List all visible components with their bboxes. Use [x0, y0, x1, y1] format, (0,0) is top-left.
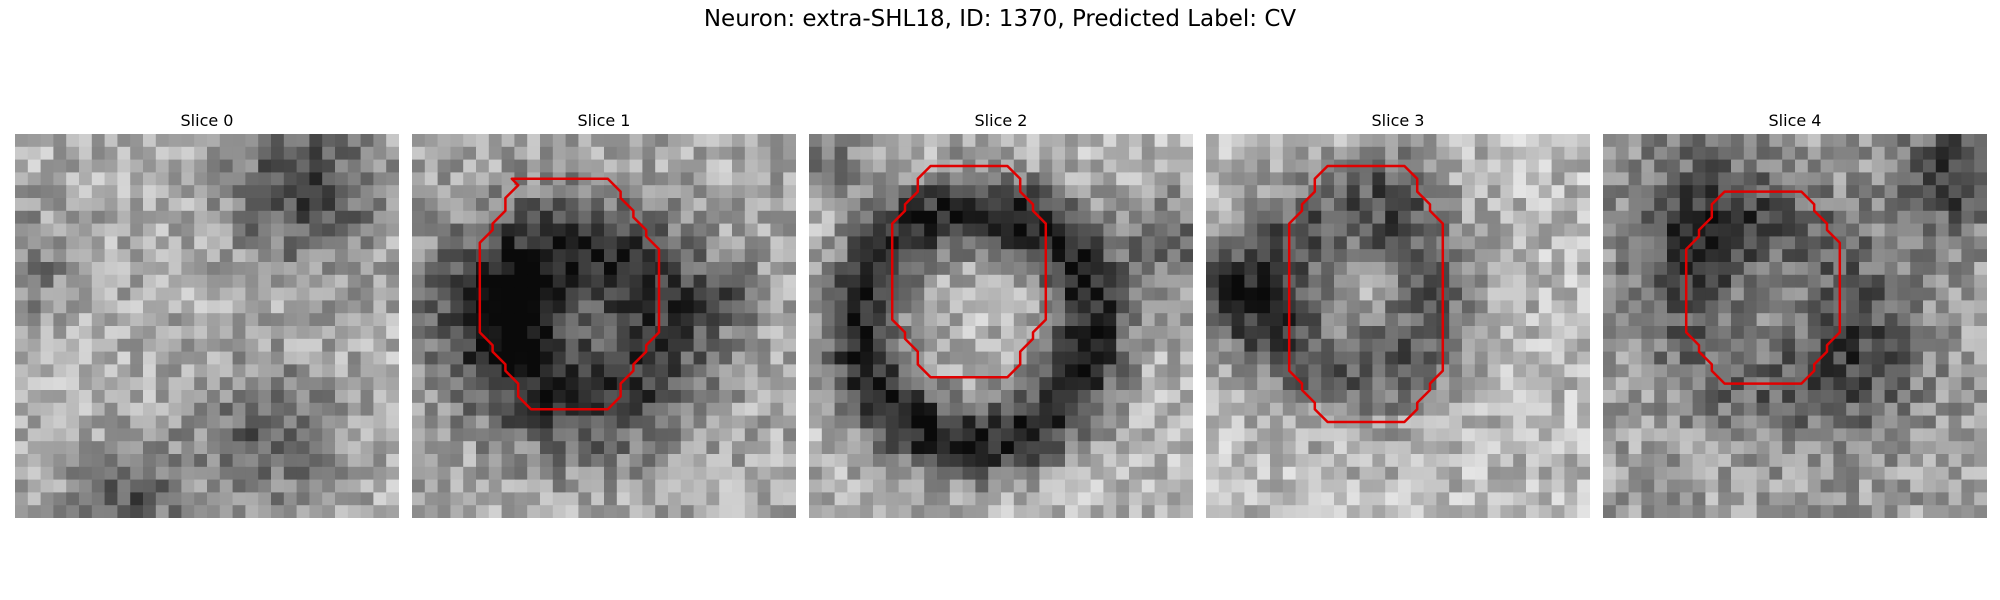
slice-image-0	[15, 134, 399, 518]
neuron-outline	[890, 164, 1048, 379]
slice-title-3: Slice 3	[1371, 111, 1425, 130]
slice-panel-1: Slice 1	[412, 108, 796, 518]
neuron-outline	[1287, 164, 1445, 424]
slice-title-4: Slice 4	[1768, 111, 1822, 130]
slice-panel-4: Slice 4	[1603, 108, 1987, 518]
neuron-outline	[478, 177, 661, 411]
pixel-grid	[15, 134, 399, 518]
pixel-grid	[412, 134, 796, 518]
slice-title-2: Slice 2	[974, 111, 1028, 130]
pixel-grid	[1206, 134, 1590, 518]
slice-panel-2: Slice 2	[809, 108, 1193, 518]
figure-title: Neuron: extra-SHL18, ID: 1370, Predicted…	[703, 6, 1297, 32]
slice-image-3	[1206, 134, 1590, 518]
slice-image-1	[412, 134, 796, 518]
neuron-outline	[1684, 190, 1842, 385]
slice-image-2	[809, 134, 1193, 518]
slice-title-0: Slice 0	[180, 111, 234, 130]
slice-panel-3: Slice 3	[1206, 108, 1590, 518]
pixel-grid	[809, 134, 1193, 518]
slice-image-4	[1603, 134, 1987, 518]
slice-panel-0: Slice 0	[15, 108, 399, 518]
slice-title-1: Slice 1	[577, 111, 631, 130]
